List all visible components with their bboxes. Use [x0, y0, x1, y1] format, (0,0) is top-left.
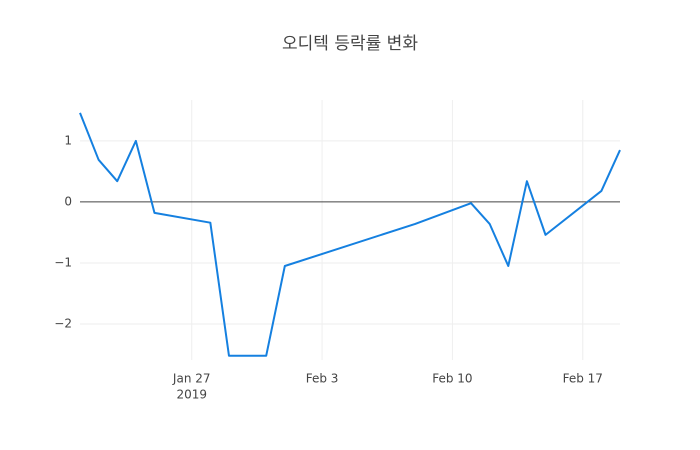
y-tick-label: −1 [54, 255, 72, 269]
y-tick-label: 1 [64, 133, 72, 147]
x-tick-label: Feb 10 [432, 372, 472, 386]
x-tick-label: Feb 3 [306, 372, 339, 386]
y-tick-label: −2 [54, 316, 72, 330]
x-year-label: 2019 [176, 388, 207, 402]
chart-title: 오디텍 등락률 변화 [282, 34, 418, 54]
line-series [79, 112, 621, 357]
y-tick-label: 0 [64, 194, 72, 208]
x-tick-label: Jan 27 [172, 372, 211, 386]
x-tick-label: Feb 17 [563, 372, 603, 386]
